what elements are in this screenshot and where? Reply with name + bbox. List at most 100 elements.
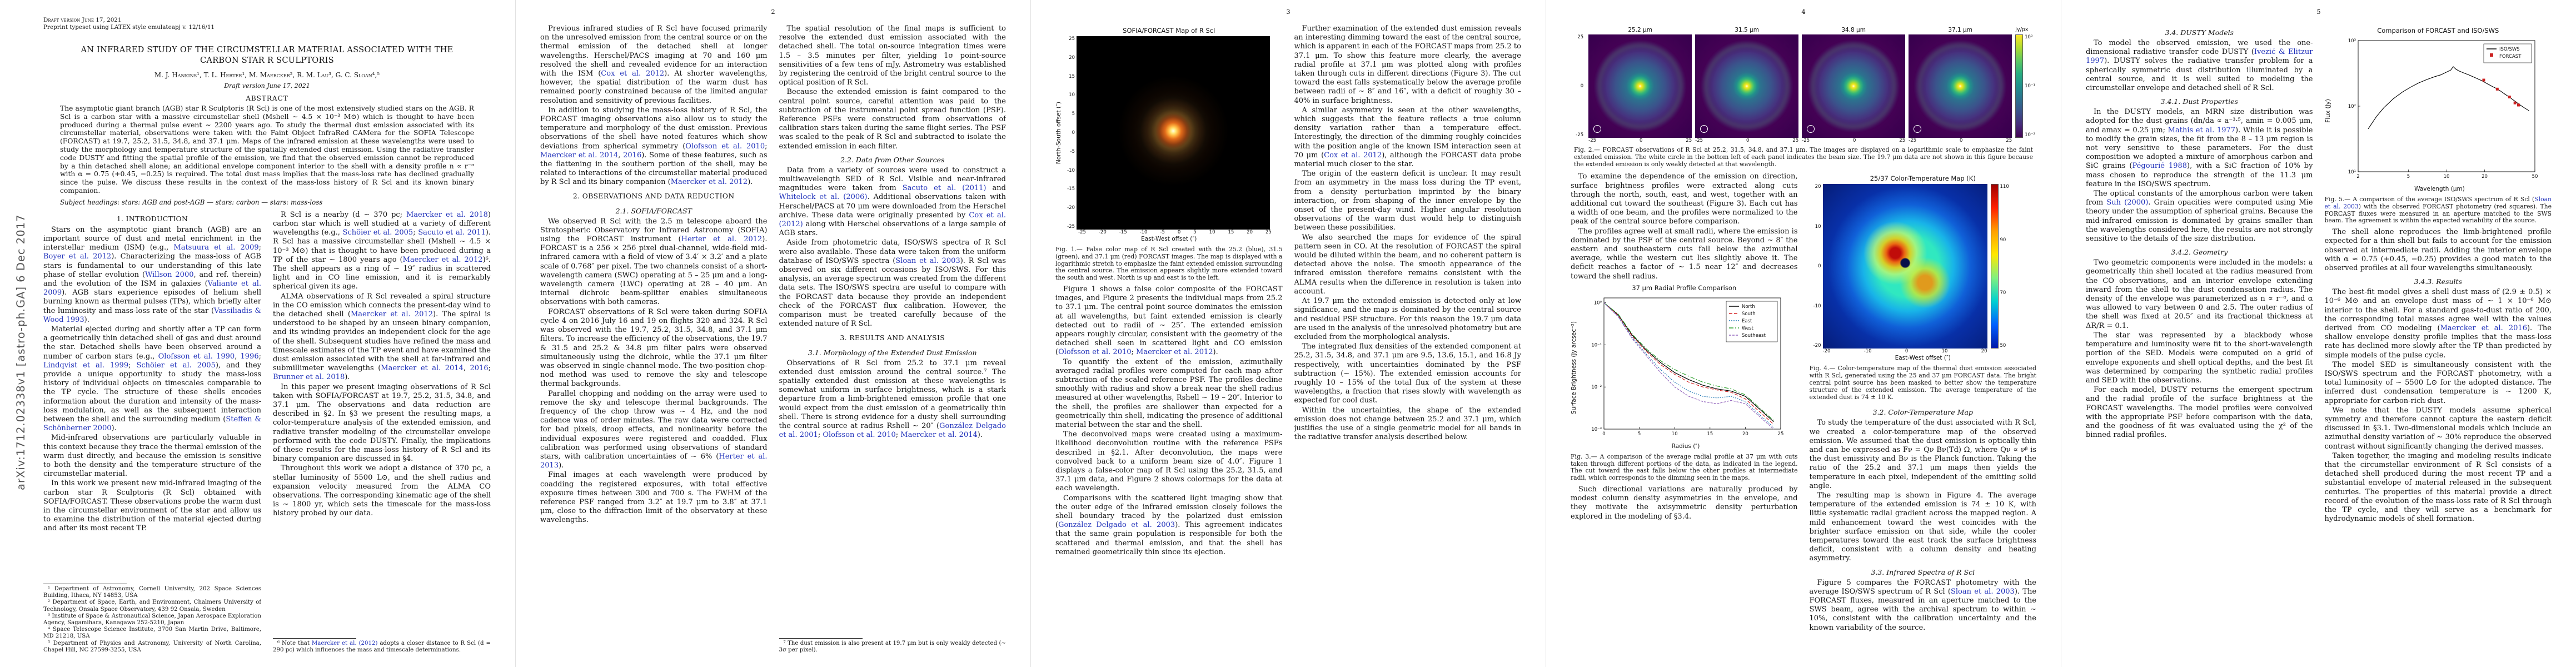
citation-link[interactable]: Lindqvist et al. 1999: [43, 361, 129, 370]
fig5-spectrum-plot: 2 5 10 20 50 10¹ 10² 10³ ISO/SWS FORCAST: [2348, 38, 2538, 180]
tick-label: 0: [1639, 138, 1643, 143]
citation-link[interactable]: Herter et al. 2012: [681, 235, 763, 244]
legend-label: East: [1742, 318, 1752, 324]
tick-label: 15: [1228, 230, 1234, 235]
paragraph: The spatial resolution of the final maps…: [779, 24, 1007, 87]
fig1-false-color-image: [1077, 36, 1270, 230]
citation-link[interactable]: Olofsson et al. 2010: [1058, 348, 1132, 357]
citation-link[interactable]: Herter et al. 2013: [540, 452, 768, 470]
citation-link[interactable]: Sacuto et al. 2011: [418, 228, 486, 237]
page3-col-left: SOFIA/FORCAST Map of R Scl North-South o…: [1055, 24, 1283, 654]
citation-link[interactable]: Maercker et al. 2012: [670, 178, 748, 187]
citation-link[interactable]: Pégourié 1988: [2132, 162, 2188, 171]
citation-link[interactable]: Matsuura et al. 2009: [173, 243, 259, 252]
citation-link[interactable]: Maercker et al. 2014: [540, 151, 619, 160]
citation-link[interactable]: Olofsson et al. 2010: [685, 142, 765, 151]
footnote-rule: [273, 638, 356, 639]
citation-link[interactable]: Maercker et al. 2012: [402, 255, 483, 264]
citation-link[interactable]: Cox et al. 2012: [1324, 151, 1382, 160]
citation-link[interactable]: 2016: [623, 151, 642, 160]
paragraph-group: Previous infrared studies of R Scl have …: [540, 24, 768, 188]
citation-link[interactable]: Maercker et al. 2018: [406, 210, 488, 219]
tick-label: 25: [1265, 230, 1272, 235]
tick-label: 50: [2532, 174, 2538, 180]
page-number: 3: [1286, 8, 1291, 16]
paragraph: In the DUSTY models, an MRN size distrib…: [2086, 108, 2313, 188]
paragraph: Figure 1 shows a false color composite o…: [1055, 285, 1283, 357]
citation-link[interactable]: Whitelock et al. (2006): [779, 193, 868, 202]
paragraph: The best-fit model gives a shell dust ma…: [2324, 288, 2552, 360]
tick-label: 0: [1905, 349, 1909, 355]
citation-link[interactable]: Maercker et al. 2012: [1136, 348, 1213, 357]
page-2: 2 Previous infrared studies of R Scl hav…: [515, 0, 1030, 667]
paragraph: The deconvolved maps were created using …: [1055, 430, 1283, 493]
citation-link[interactable]: Boyer et al. 2012: [43, 252, 112, 261]
citation-link[interactable]: Steffen & Schönberner 2000: [43, 415, 261, 433]
paragraph-group: Further examination of the extended dust…: [1294, 24, 1522, 442]
fig2-panel-label-34um: 34.8 μm: [1841, 27, 1866, 33]
tick-label: 0: [1852, 138, 1856, 143]
citation-link[interactable]: Maercker et al. 2012: [351, 310, 434, 318]
page1-col-left: 1. INTRODUCTION Stars on the asymptotic …: [43, 211, 261, 654]
citation-link[interactable]: González Delgado et al. 2001: [779, 421, 1007, 440]
tick-label: -15: [1119, 230, 1127, 235]
subsection-heading-results: 3.4.3. Results: [2414, 277, 2462, 286]
tick-label: -10: [1139, 230, 1148, 235]
paragraph: Two geometric components were included i…: [2086, 258, 2313, 330]
citation-link[interactable]: Willson 2000: [145, 270, 194, 279]
citation-link[interactable]: Cox et al. (2012): [779, 211, 1007, 229]
paragraph-group: Such directional variations are naturall…: [1571, 485, 1798, 522]
paragraph: For each model, DUSTY returns the emerge…: [2086, 386, 2313, 440]
citation-link[interactable]: Sloan et al. 2003: [2324, 196, 2552, 210]
paragraph: Throughout this work we adopt a distance…: [273, 464, 491, 518]
citation-link[interactable]: Suh (2000): [2106, 198, 2149, 207]
citation-link[interactable]: González Delgado et al. 2003: [1058, 521, 1175, 530]
paragraph: The profiles agree well at small radii, …: [1571, 227, 1798, 281]
citation-link[interactable]: Schöier et al. 2005: [136, 361, 216, 370]
paragraph: A similar asymmetry is seen at the other…: [1294, 106, 1522, 169]
citation-link[interactable]: Sacuto et al. (2011): [902, 184, 986, 193]
tick-label: -10: [1864, 349, 1872, 355]
paragraph: Such directional variations are naturall…: [1571, 485, 1798, 521]
paragraph: Further examination of the extended dust…: [1294, 24, 1522, 105]
citation-link[interactable]: 2016: [470, 364, 489, 373]
tick-label: 2: [2356, 174, 2359, 180]
fig1-x-ticks: -25 -20 -15 -10 -5 0 5 10 15 20 25: [1078, 230, 1272, 235]
citation-link[interactable]: 1996: [240, 352, 259, 361]
tick-label: 15: [1707, 431, 1713, 437]
tick-label: -5: [1160, 230, 1165, 235]
citation-link[interactable]: Sloan et al. 2003: [895, 256, 960, 265]
citation-link[interactable]: Schöier et al. 2005: [342, 228, 413, 237]
paragraph-group: We observed R Scl with the 2.5 m telesco…: [540, 217, 768, 526]
tick-label: 5: [1072, 111, 1075, 117]
citation-link[interactable]: Maercker et al. (2012): [311, 640, 378, 646]
citation-link[interactable]: Maercker et al. 2014: [381, 364, 464, 373]
citation-link[interactable]: Maercker et al. 2016: [2440, 324, 2527, 333]
paragraph: Taken together, the imaging and modeling…: [2324, 451, 2552, 524]
paragraph: The optical constants of the amorphous c…: [2086, 190, 2313, 243]
tick-label: 10: [1815, 223, 1821, 230]
citation-link[interactable]: Olofsson et al. 2010: [823, 431, 896, 440]
citation-link[interactable]: Mathis et al. 1977: [2168, 126, 2236, 135]
paragraph-group: To examine the dependence of the emissio…: [1571, 172, 1798, 281]
citation-link[interactable]: Olofsson et al. 1990: [158, 352, 235, 361]
citation-link[interactable]: Sloan et al. 2003: [1950, 587, 2015, 596]
tick-label: -25: [1802, 138, 1810, 143]
paragraph: FORCAST observations of R Scl were taken…: [540, 307, 768, 389]
citation-link[interactable]: Maercker et al. 2014: [900, 431, 978, 440]
citation-link[interactable]: Valiante et al. 2009: [43, 279, 261, 297]
citation-link[interactable]: Ivezić & Elitzur 1997: [2086, 48, 2313, 66]
paragraph-group: Figure 5 compares the FORCAST photometry…: [1810, 579, 2037, 633]
subsection-heading-color-temperature: 3.2. Color-Temperature Map: [1872, 408, 1973, 417]
fig2-colorbar: Jy/px 10⁰ 10⁻¹ 10⁻²: [2015, 27, 2035, 138]
tick-label: 10³: [2348, 38, 2355, 44]
citation-link[interactable]: Brunner et al. 2018: [273, 373, 345, 382]
paragraph: Final images at each wavelength were pro…: [540, 471, 768, 525]
citation-link[interactable]: Vassiliadis & Wood 1993: [43, 306, 261, 324]
paragraph: To model the observed emission, we used …: [2086, 39, 2313, 93]
paragraph: Parallel chopping and nodding on the arr…: [540, 389, 768, 470]
paragraph: Within the uncertainties, the shape of t…: [1294, 406, 1522, 442]
tick-label: 10⁻²: [1591, 385, 1602, 390]
tick-label: 0: [1959, 138, 1963, 143]
citation-link[interactable]: Cox et al. 2012: [601, 69, 665, 78]
